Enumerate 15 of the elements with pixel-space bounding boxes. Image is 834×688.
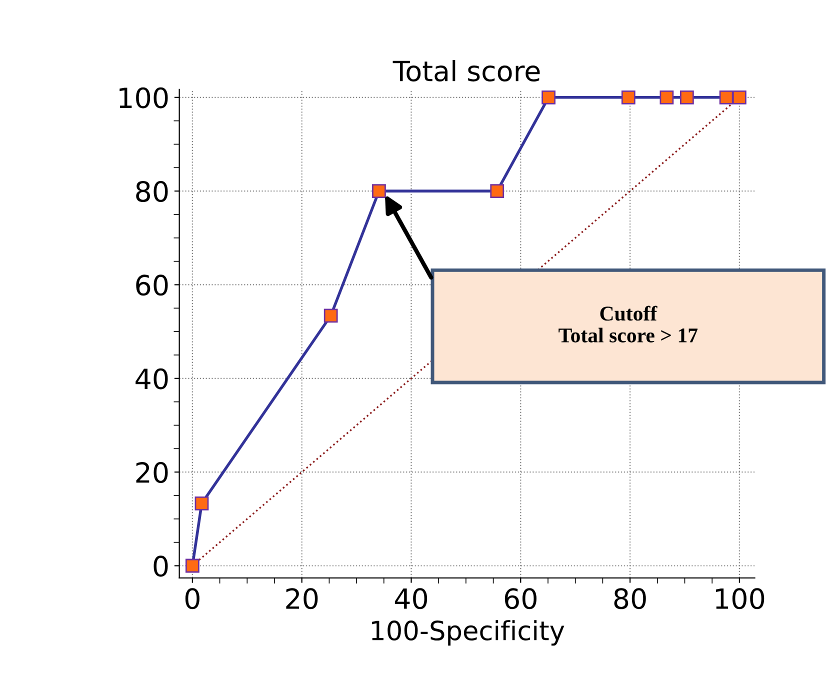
y-tick-label: 60 [136,274,168,296]
x-axis-title: 100-Specificity [372,620,564,646]
x-tick-label: 100 [716,588,764,610]
y-tick-label: 20 [136,462,168,484]
y-tick-label: 0 [154,556,168,577]
x-tick-label: 0 [185,588,200,610]
y-tick-label: 40 [136,368,168,390]
x-tick-label: 40 [394,588,428,610]
chart-title: Total score [392,60,540,82]
x-tick-label: 80 [614,588,646,610]
x-tick-label: 60 [504,588,536,610]
annotation: Cutoff Total score > 17 [558,306,698,342]
x-tick-label: 20 [286,588,318,610]
y-tick-label: 80 [136,181,168,202]
y-tick-label: 100 [120,87,168,108]
